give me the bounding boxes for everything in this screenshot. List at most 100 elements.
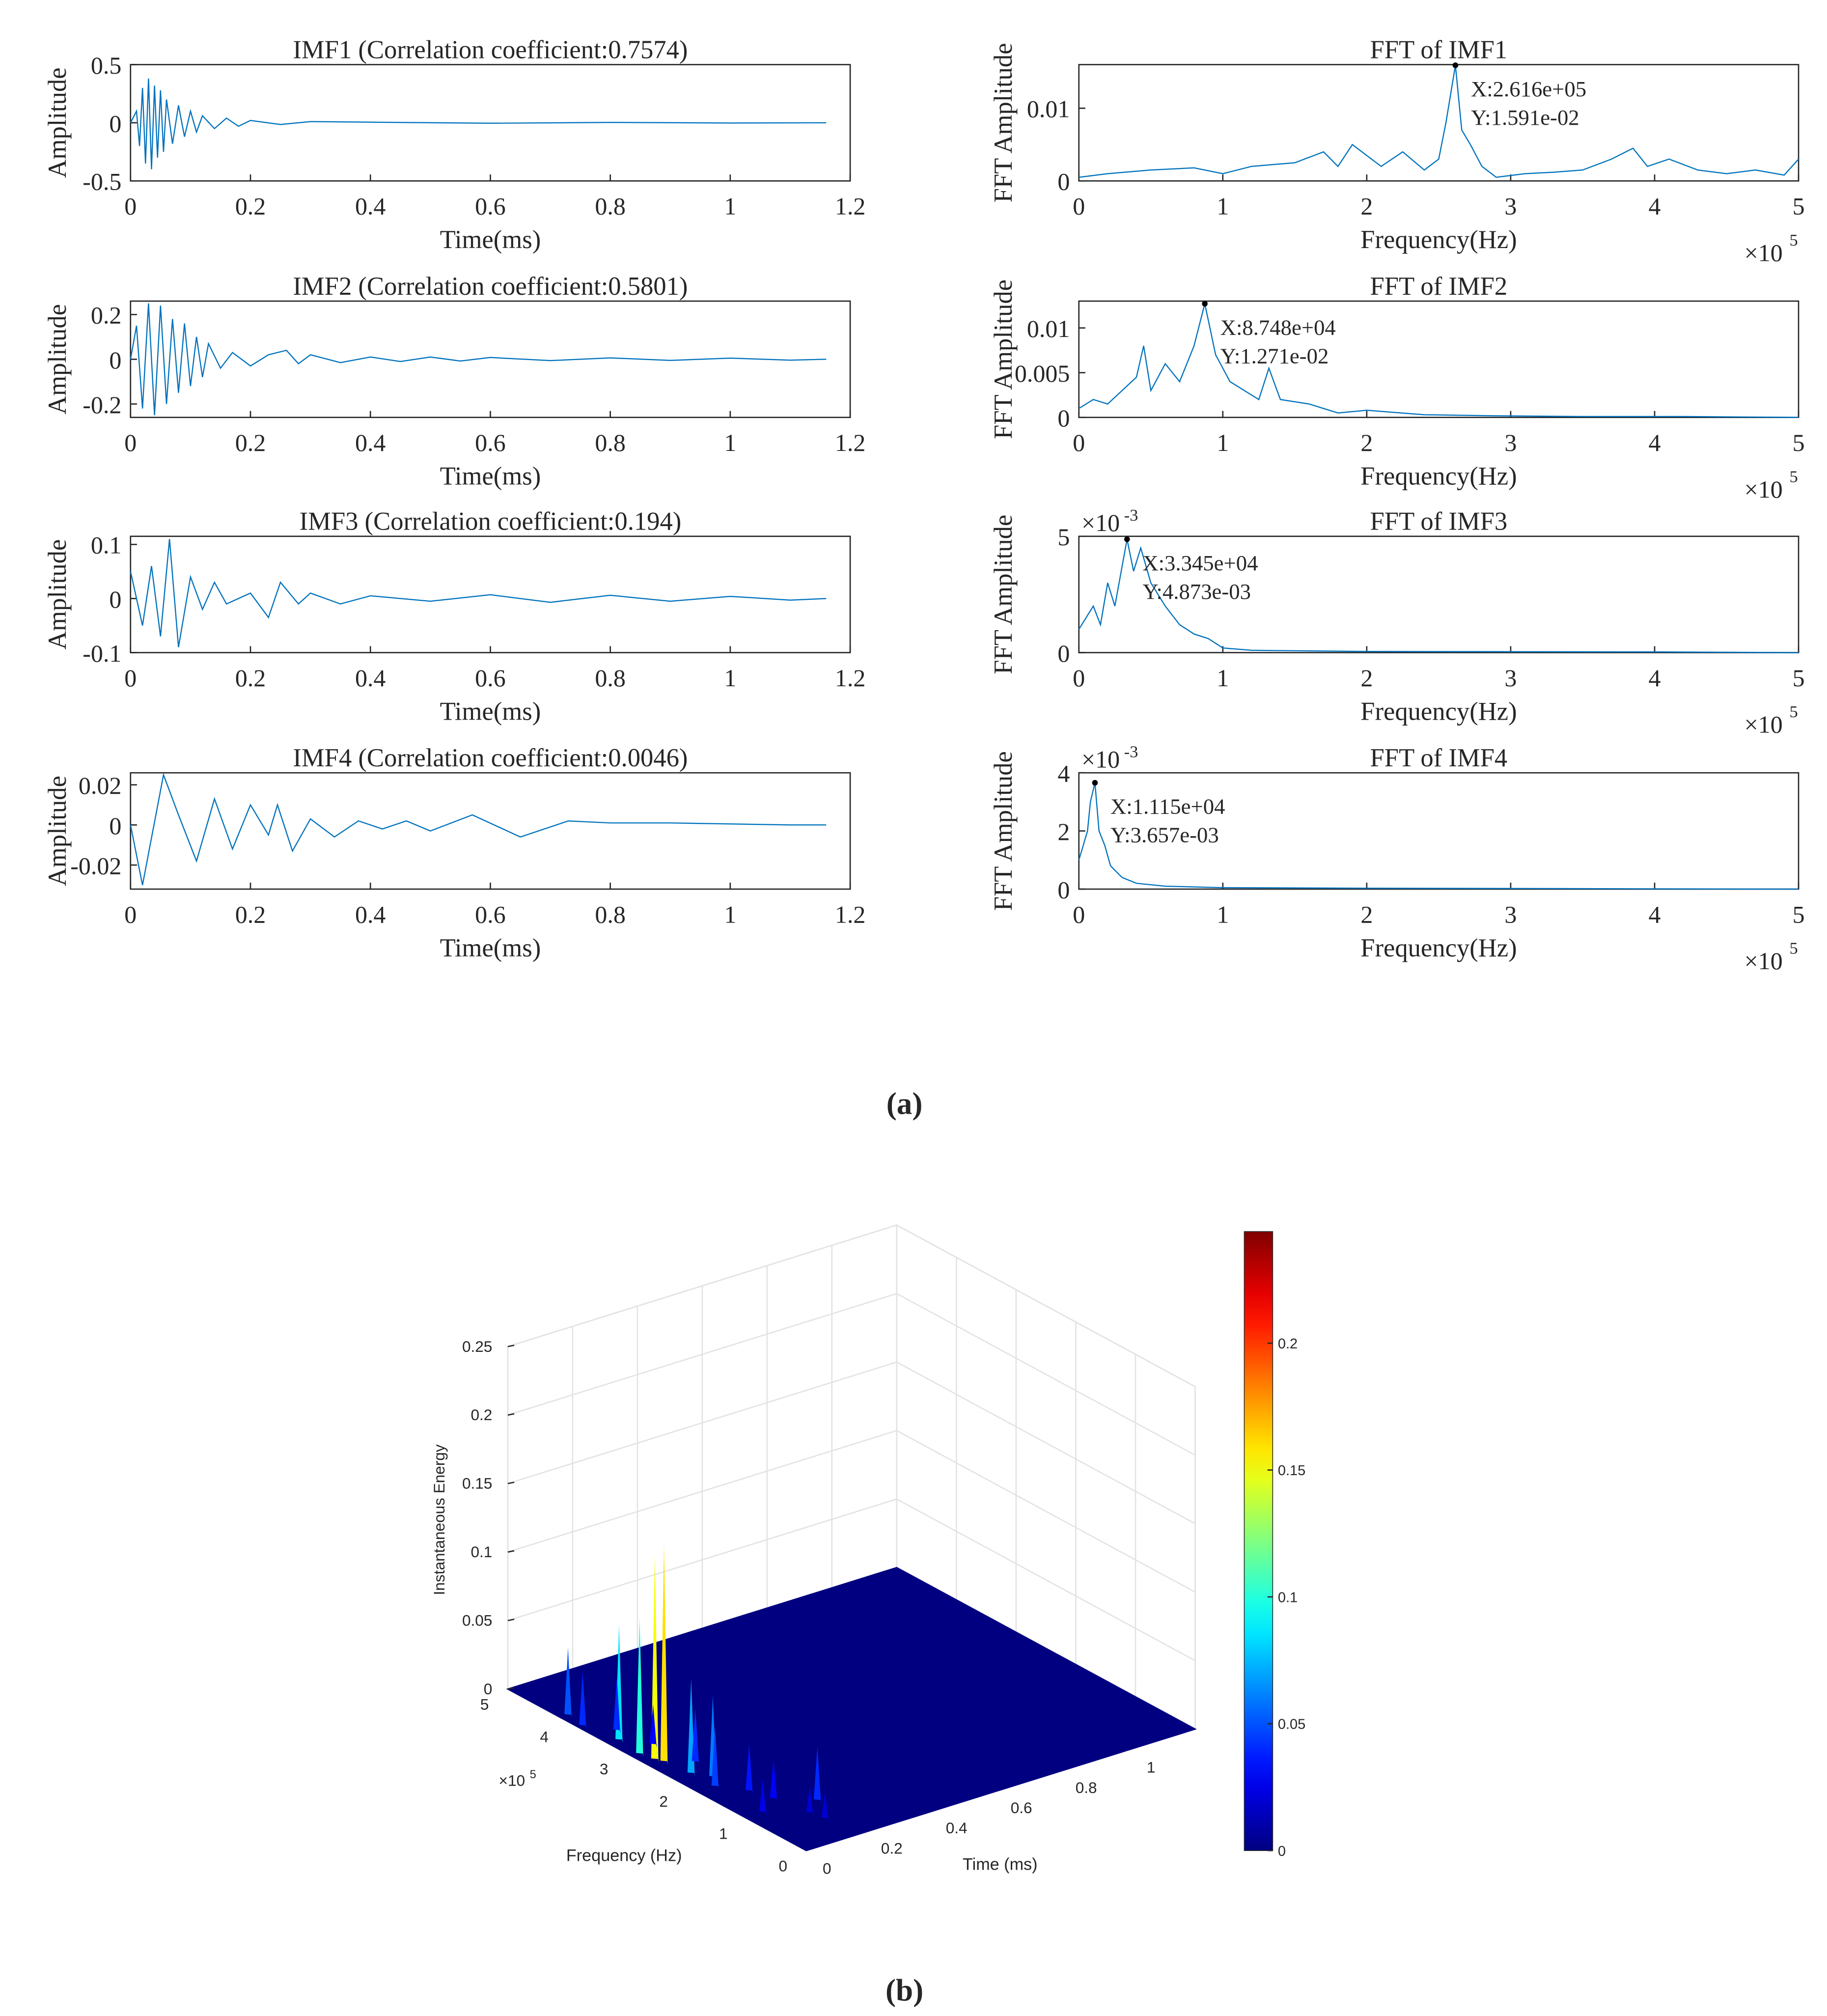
x-tick-label: 0.6	[475, 900, 505, 928]
y-multiplier-exponent: -3	[1124, 743, 1138, 761]
chart-title: IMF4 (Correlation coefficient:0.0046)	[293, 744, 688, 772]
y-multiplier: ×10	[499, 1772, 526, 1790]
energy-peak	[660, 1543, 668, 1765]
signal-line	[1079, 65, 1799, 178]
y-axis-label: Amplitude	[43, 539, 72, 650]
x-tick-label: 0.4	[946, 1819, 968, 1837]
signal-line	[1079, 303, 1799, 418]
y-tick-label: -0.02	[70, 852, 121, 879]
y-axis-label: Amplitude	[43, 67, 72, 178]
z-tick-label: 0.2	[471, 1406, 493, 1424]
datatip-marker	[1202, 301, 1208, 307]
y-tick-label: 0	[109, 586, 121, 613]
x-axis-label: Time(ms)	[440, 697, 541, 726]
colorbar	[1244, 1231, 1273, 1851]
x-tick-label: 4	[1649, 193, 1661, 220]
colorbar-tick-label: 0.1	[1278, 1590, 1298, 1605]
y-axis-label: Amplitude	[43, 776, 72, 886]
datatip-x: X:2.616e+05	[1471, 77, 1586, 101]
signal-line	[1078, 539, 1799, 653]
panel-label: (a)	[886, 1087, 923, 1121]
y-tick-label: 0.5	[91, 52, 121, 79]
z-tick-label: 0.15	[462, 1475, 492, 1492]
y-tick-label: -0.2	[83, 391, 121, 419]
datatip-x: X:1.115e+04	[1110, 794, 1225, 819]
axes-box	[1078, 535, 1799, 653]
axes-box	[130, 300, 851, 419]
colorbar-tick-label: 0.05	[1278, 1717, 1305, 1733]
x-tick-label: 5	[1793, 664, 1805, 692]
x-tick-label: 4	[1649, 429, 1661, 456]
x-multiplier: ×10	[1744, 239, 1783, 266]
y-tick-label: 5	[480, 1696, 489, 1713]
chart-title: FFT of IMF1	[1370, 35, 1508, 64]
chart-title: FFT of IMF4	[1370, 744, 1508, 772]
x-tick-label: 1.2	[835, 193, 865, 220]
z-tick-label: 0.25	[462, 1338, 492, 1355]
y-axis-label: FFT Amplitude	[989, 280, 1018, 439]
energy-peak	[759, 1779, 767, 1816]
chart-title: IMF2 (Correlation coefficient:0.5801)	[293, 272, 688, 301]
x-tick-label: 3	[1504, 664, 1517, 692]
chart-title: IMF1 (Correlation coefficient:0.7574)	[293, 35, 688, 64]
y-tick-label: 0	[109, 346, 121, 374]
colorbar-tick-label: 0.2	[1278, 1336, 1298, 1352]
chart-title: FFT of IMF2	[1370, 272, 1508, 301]
x-tick-label: 1	[1217, 900, 1229, 928]
x-tick-label: 0.2	[881, 1839, 903, 1857]
y-tick-label: 0	[779, 1857, 788, 1875]
chart-title: FFT of IMF3	[1370, 507, 1508, 536]
x-tick-label: 2	[1360, 193, 1373, 220]
colorbar-tick-label: 0	[1278, 1844, 1286, 1859]
x-tick-label: 0.6	[475, 193, 505, 220]
x-tick-label: 0.8	[1076, 1779, 1097, 1796]
x-tick-label: 1	[1217, 429, 1229, 456]
x-multiplier: ×10	[1744, 711, 1783, 738]
x-axis-label: Frequency(Hz)	[1360, 462, 1517, 491]
z-tick	[507, 1413, 515, 1416]
y-tick-label: 0.01	[1027, 315, 1070, 342]
x-tick-label: 1.2	[835, 664, 865, 692]
axes-box	[1078, 300, 1799, 419]
x-tick-label: 3	[1504, 429, 1517, 456]
x-tick-label: 0.4	[355, 429, 386, 456]
x-tick-label: 1	[1217, 193, 1229, 220]
signal-line	[130, 78, 827, 169]
x-tick-label: 2	[1360, 429, 1373, 456]
x-tick-label: 0	[1073, 900, 1085, 928]
x-axis-label: Time(ms)	[440, 934, 541, 962]
x-tick-label: 0	[1073, 193, 1085, 220]
axes-box	[1078, 772, 1799, 890]
z-tick	[507, 1550, 515, 1553]
y-multiplier-exponent: 5	[530, 1768, 536, 1781]
y-multiplier-exponent: -3	[1124, 506, 1138, 525]
x-tick-label: 0	[823, 1860, 831, 1877]
datatip-marker	[1092, 780, 1098, 786]
x-axis-label: Frequency(Hz)	[1360, 934, 1517, 962]
energy-peak	[746, 1744, 753, 1794]
y-tick-label: -0.5	[83, 168, 121, 196]
x-tick-label: 2	[1360, 900, 1373, 928]
y-tick-label: 0.1	[91, 532, 121, 559]
x-tick-label: 0	[124, 664, 137, 692]
x-tick-label: 0	[1073, 429, 1085, 456]
signal-line	[1078, 783, 1799, 890]
energy-peak	[564, 1647, 572, 1718]
energy-peak	[806, 1786, 814, 1816]
datatip-y: Y:3.657e-03	[1110, 823, 1219, 847]
x-tick-label: 3	[1504, 900, 1517, 928]
x-tick-label: 0.8	[595, 429, 625, 456]
energy-peak	[579, 1672, 587, 1729]
y-tick-label: 0	[109, 110, 121, 137]
x-tick-label: 0.6	[475, 429, 505, 456]
y-axis-label: FFT Amplitude	[989, 515, 1018, 674]
x-tick-label: 0	[124, 193, 137, 220]
x-tick-label: 0.4	[355, 900, 386, 928]
y-tick-label: 0	[109, 812, 121, 840]
datatip-y: Y:1.591e-02	[1471, 105, 1579, 130]
signal-line	[130, 772, 827, 886]
y-tick-label: 1	[719, 1825, 728, 1843]
x-tick-label: 0.4	[355, 193, 386, 220]
x-tick-label: 1	[1217, 664, 1229, 692]
